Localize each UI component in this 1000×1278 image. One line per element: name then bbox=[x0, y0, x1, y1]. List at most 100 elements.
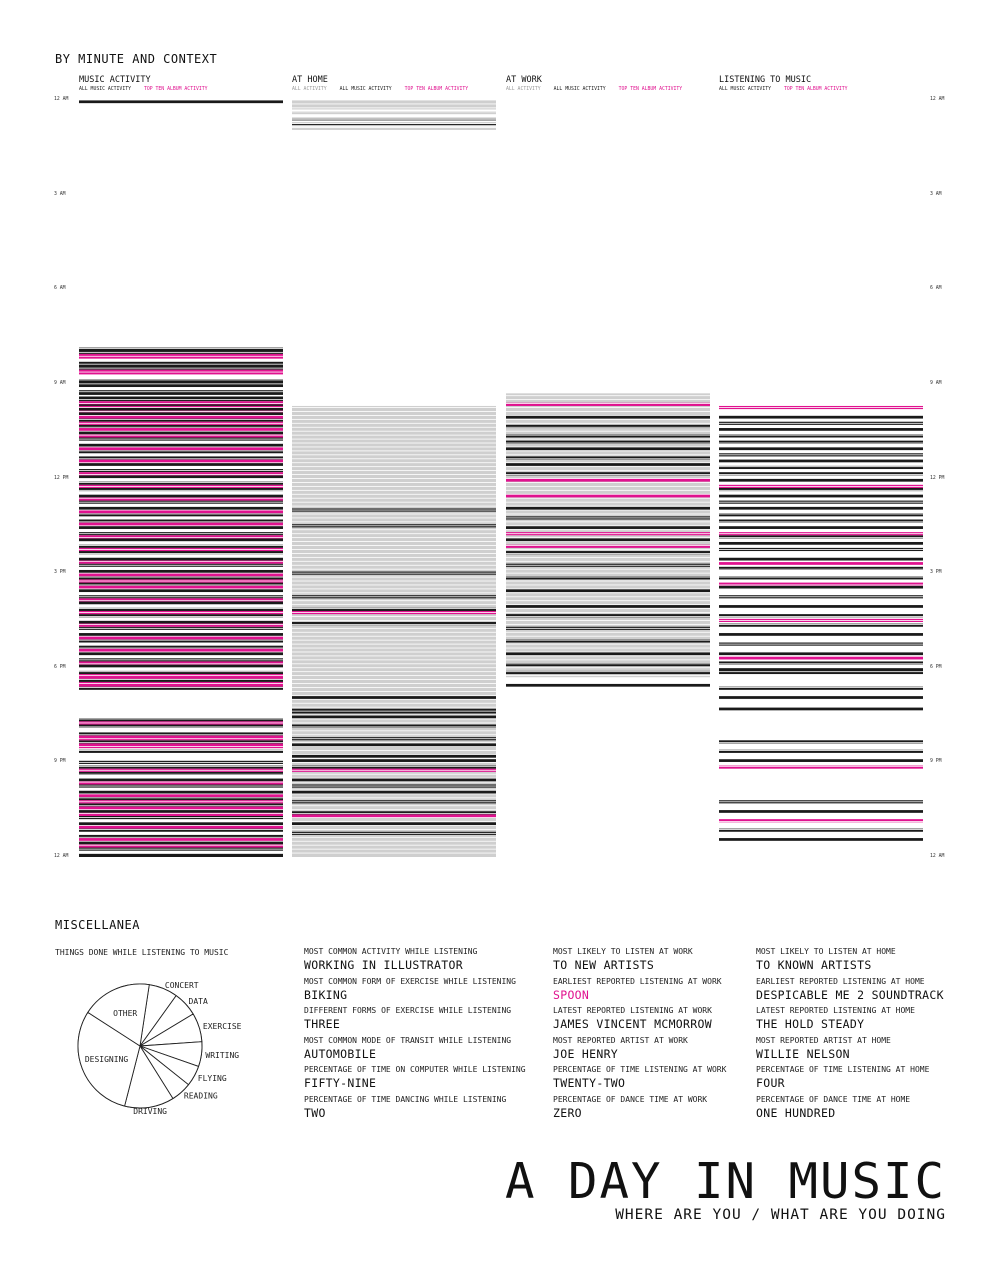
strip-separator bbox=[719, 608, 923, 610]
music-activity-band bbox=[719, 828, 923, 832]
strip-separator bbox=[719, 277, 923, 278]
pie-slice-label: DESIGNING bbox=[85, 1055, 129, 1064]
strip-separator bbox=[719, 525, 923, 527]
music-activity-band bbox=[506, 424, 710, 429]
strip-separator bbox=[506, 446, 710, 448]
strip-separator bbox=[719, 497, 923, 499]
strip-separator bbox=[719, 450, 923, 452]
strip-separator bbox=[719, 549, 923, 550]
strip-separator bbox=[506, 422, 710, 424]
music-activity-band bbox=[506, 588, 710, 593]
stat-label: MOST COMMON FORM OF EXERCISE WHILE LISTE… bbox=[304, 976, 516, 986]
strip-separator bbox=[292, 691, 496, 692]
strip-separator bbox=[79, 292, 283, 294]
strip-separator bbox=[719, 651, 923, 653]
strip-separator bbox=[292, 407, 496, 408]
strip-separator bbox=[506, 221, 710, 223]
strip-separator bbox=[292, 154, 496, 156]
strip-separator bbox=[506, 493, 710, 495]
stat-value: WORKING IN ILLUSTRATOR bbox=[304, 958, 463, 972]
strip-separator bbox=[506, 135, 710, 136]
strip-separator bbox=[79, 809, 283, 811]
strip-separator bbox=[506, 418, 710, 420]
music-activity-band bbox=[506, 663, 710, 667]
strip-separator bbox=[719, 821, 923, 822]
strip-separator bbox=[506, 797, 710, 799]
strip-separator bbox=[292, 777, 496, 779]
strip-separator bbox=[292, 659, 496, 661]
strip-separator bbox=[79, 580, 283, 582]
strip-separator bbox=[719, 738, 923, 740]
strip-separator bbox=[79, 683, 283, 684]
strip-separator bbox=[506, 466, 710, 468]
stat-label: LATEST REPORTED LISTENING AT WORK bbox=[553, 1006, 712, 1015]
strip-separator bbox=[719, 698, 923, 700]
strip-separator bbox=[719, 202, 923, 203]
music-activity-band bbox=[79, 475, 283, 479]
strip-separator bbox=[292, 821, 496, 822]
strip-separator bbox=[292, 852, 496, 854]
strip-separator bbox=[292, 190, 496, 192]
time-tick-label: 6 AM bbox=[54, 286, 66, 292]
strip-separator bbox=[292, 411, 496, 412]
music-activity-band bbox=[79, 576, 283, 580]
strip-separator bbox=[79, 852, 283, 854]
strip-separator bbox=[506, 604, 710, 606]
strip-separator bbox=[292, 694, 496, 696]
music-activity-band bbox=[719, 513, 923, 517]
strip-separator bbox=[719, 691, 923, 692]
strip-separator bbox=[506, 115, 710, 117]
music-activity-band bbox=[506, 604, 710, 608]
strip-separator bbox=[79, 399, 283, 401]
strip-separator bbox=[506, 225, 710, 227]
strip-separator bbox=[79, 162, 283, 164]
music-activity-band bbox=[506, 446, 710, 451]
pie-slice-label: EXERCISE bbox=[203, 1022, 242, 1031]
strip-separator bbox=[719, 296, 923, 298]
strip-separator bbox=[506, 537, 710, 539]
strip-separator bbox=[719, 639, 923, 641]
strip-separator bbox=[292, 237, 496, 239]
strip-separator bbox=[79, 415, 283, 416]
strip-separator bbox=[79, 284, 283, 286]
strip-separator bbox=[292, 493, 496, 495]
strip-separator bbox=[292, 537, 496, 539]
music-activity-band bbox=[719, 576, 923, 580]
strip-separator bbox=[292, 556, 496, 558]
strip-separator bbox=[79, 556, 283, 558]
strip-separator bbox=[79, 805, 283, 807]
strip-separator bbox=[292, 631, 496, 633]
legend-all-activity: ALL ACTIVITY bbox=[506, 87, 541, 92]
strip-separator bbox=[506, 277, 710, 278]
strip-separator bbox=[719, 418, 923, 420]
column-title: AT HOME bbox=[292, 75, 328, 85]
strip-separator bbox=[79, 229, 283, 231]
strip-separator bbox=[79, 190, 283, 192]
strip-separator bbox=[79, 777, 283, 779]
legend-top-ten-album-activity: TOP TEN ALBUM ACTIVITY bbox=[404, 87, 469, 92]
music-activity-band bbox=[719, 541, 923, 545]
strip-separator bbox=[79, 836, 283, 838]
strip-separator bbox=[719, 387, 923, 389]
strip-separator bbox=[79, 659, 283, 661]
strip-separator bbox=[506, 253, 710, 255]
strip-separator bbox=[719, 848, 923, 850]
music-activity-band bbox=[719, 749, 923, 753]
strip-separator bbox=[719, 679, 923, 680]
strip-separator bbox=[292, 742, 496, 744]
strip-separator bbox=[79, 801, 283, 803]
strip-separator bbox=[719, 233, 923, 235]
strip-separator bbox=[79, 675, 283, 677]
strip-separator bbox=[79, 698, 283, 700]
strip-separator bbox=[79, 702, 283, 704]
strip-separator bbox=[719, 454, 923, 456]
strip-separator bbox=[292, 115, 496, 117]
strip-separator bbox=[506, 541, 710, 542]
strip-separator bbox=[506, 702, 710, 704]
strip-separator bbox=[719, 655, 923, 657]
strip-separator bbox=[292, 99, 496, 101]
strip-separator bbox=[79, 529, 283, 531]
strip-separator bbox=[292, 474, 496, 475]
music-activity-band bbox=[719, 759, 923, 763]
strip-separator bbox=[79, 119, 283, 121]
